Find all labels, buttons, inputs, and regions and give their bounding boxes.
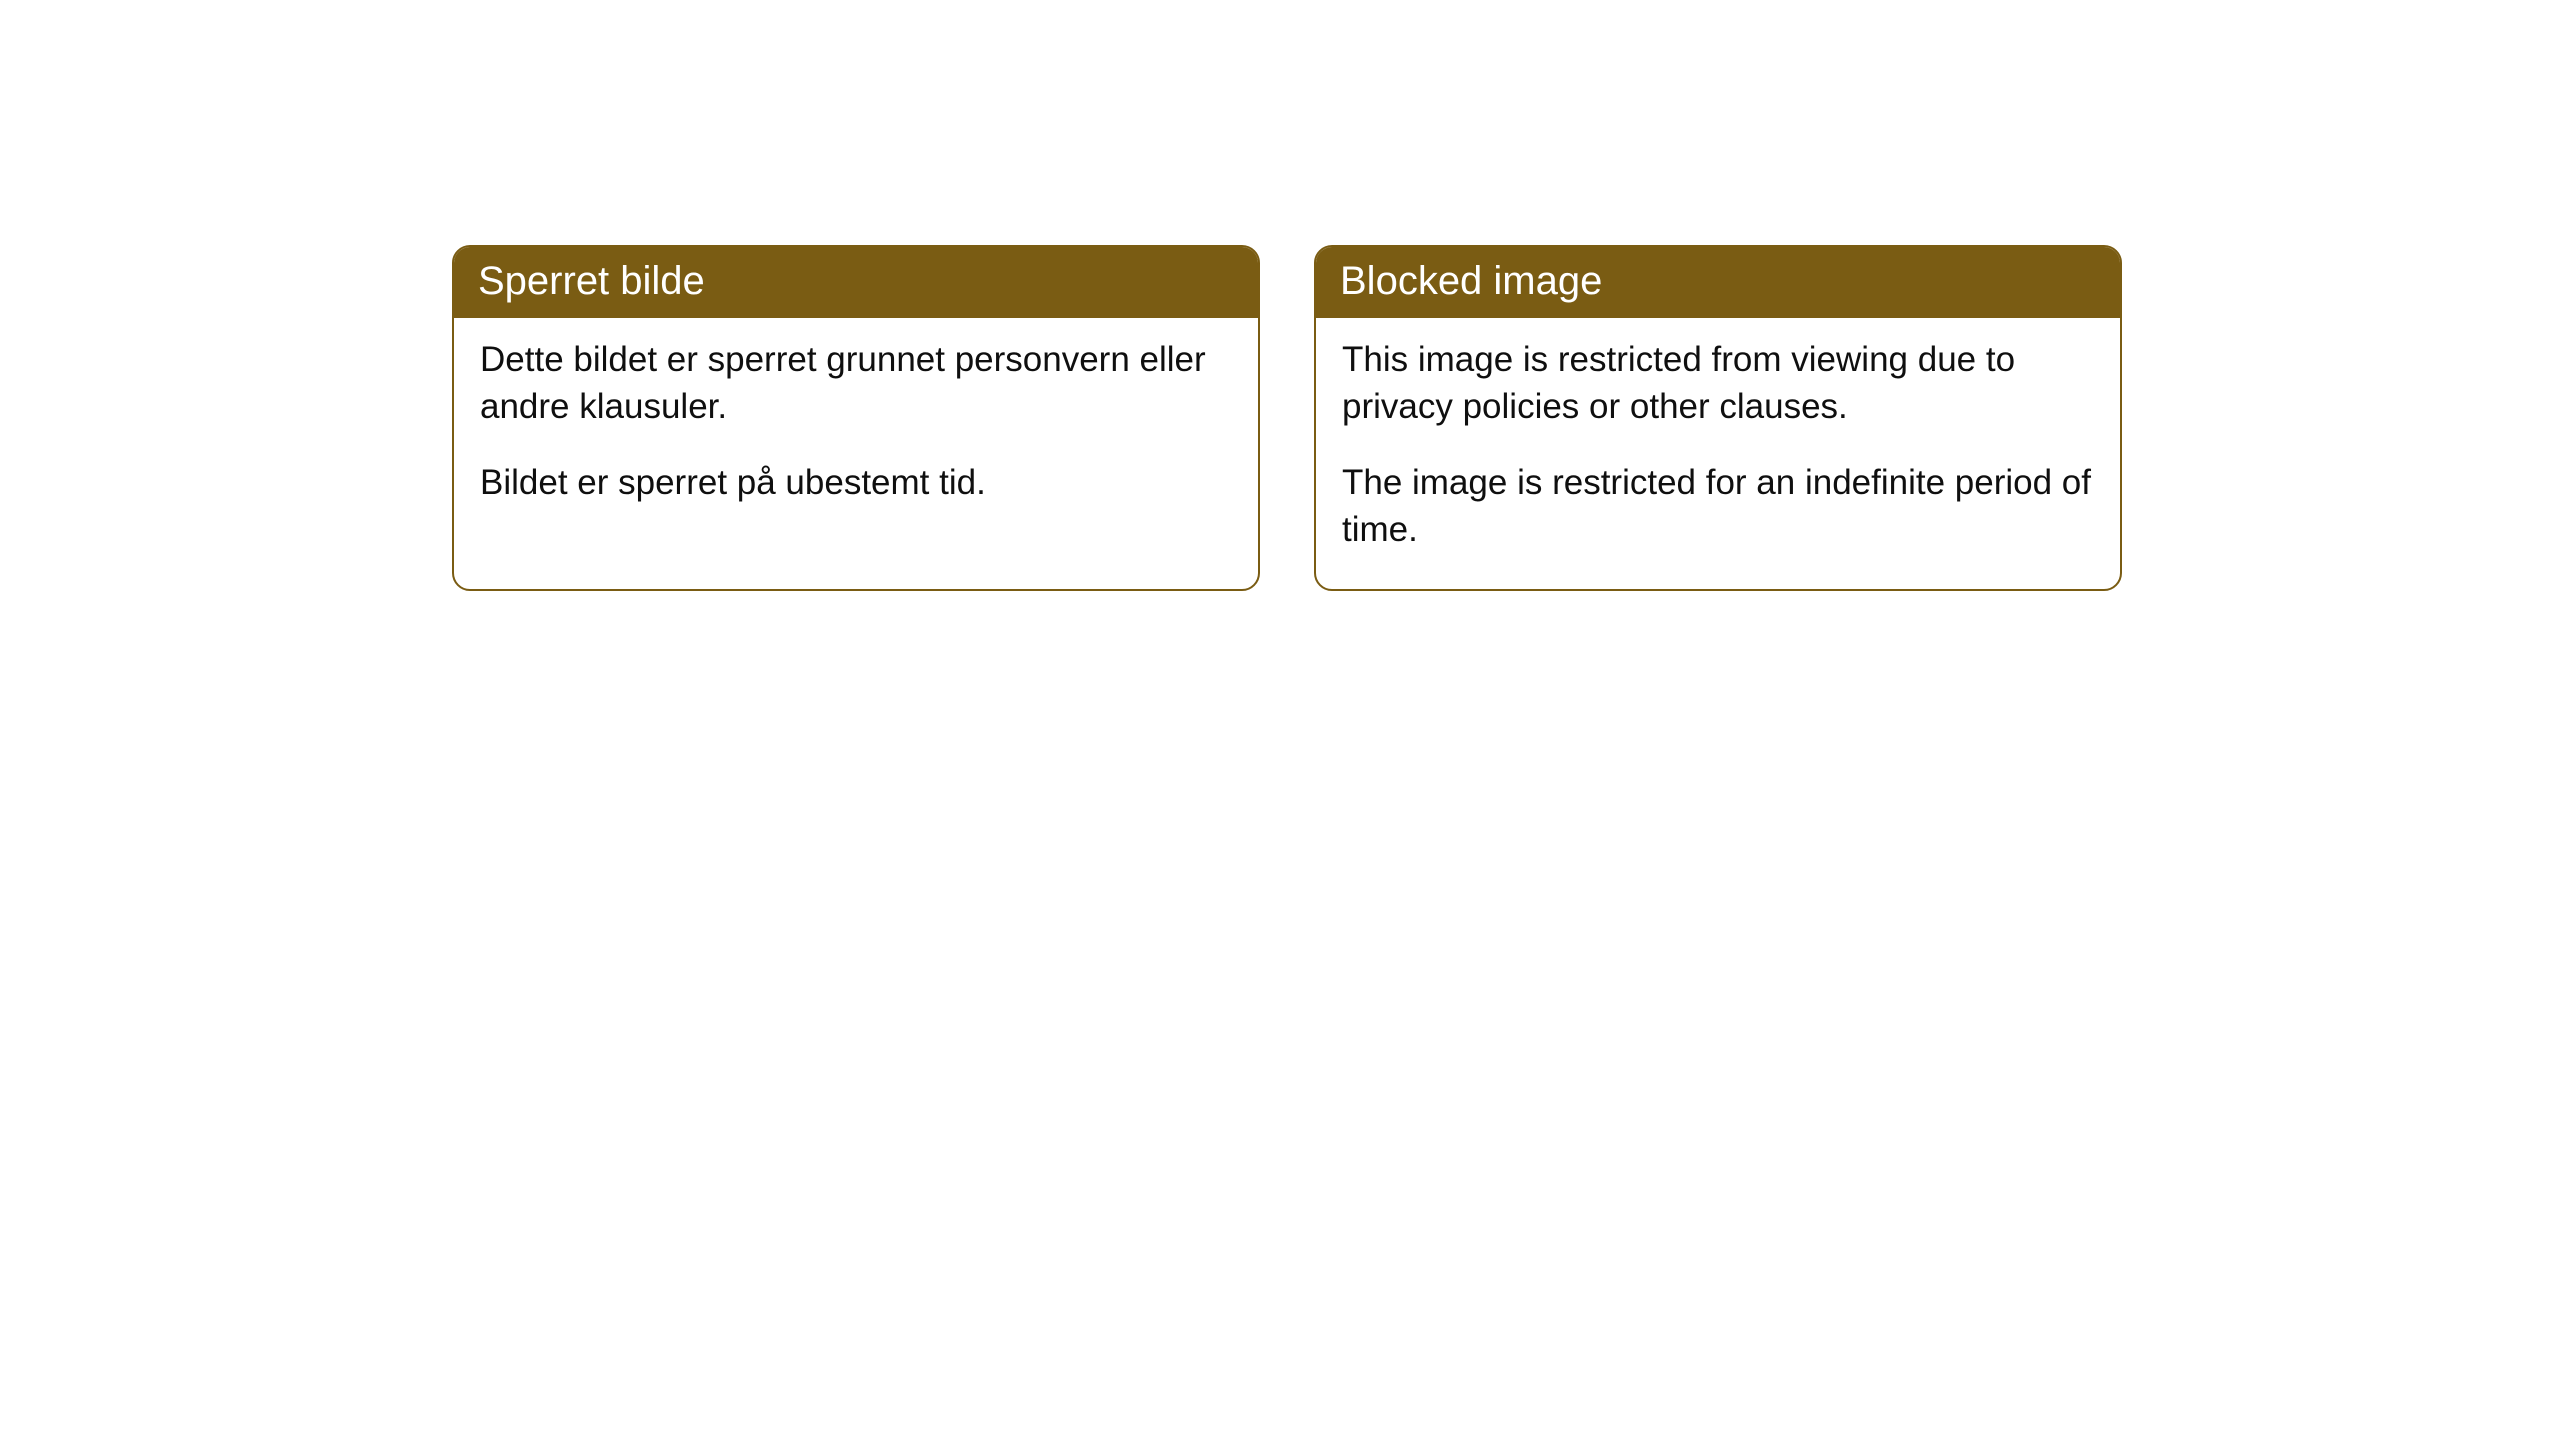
card-body-norwegian: Dette bildet er sperret grunnet personve… bbox=[454, 318, 1258, 542]
card-paragraph-2: Bildet er sperret på ubestemt tid. bbox=[480, 459, 1232, 506]
card-body-english: This image is restricted from viewing du… bbox=[1316, 318, 2120, 589]
card-paragraph-1: Dette bildet er sperret grunnet personve… bbox=[480, 336, 1232, 431]
card-header-norwegian: Sperret bilde bbox=[454, 247, 1258, 318]
card-english: Blocked image This image is restricted f… bbox=[1314, 245, 2122, 591]
card-header-english: Blocked image bbox=[1316, 247, 2120, 318]
info-cards-container: Sperret bilde Dette bildet er sperret gr… bbox=[452, 245, 2122, 591]
card-norwegian: Sperret bilde Dette bildet er sperret gr… bbox=[452, 245, 1260, 591]
card-paragraph-1: This image is restricted from viewing du… bbox=[1342, 336, 2094, 431]
card-paragraph-2: The image is restricted for an indefinit… bbox=[1342, 459, 2094, 554]
